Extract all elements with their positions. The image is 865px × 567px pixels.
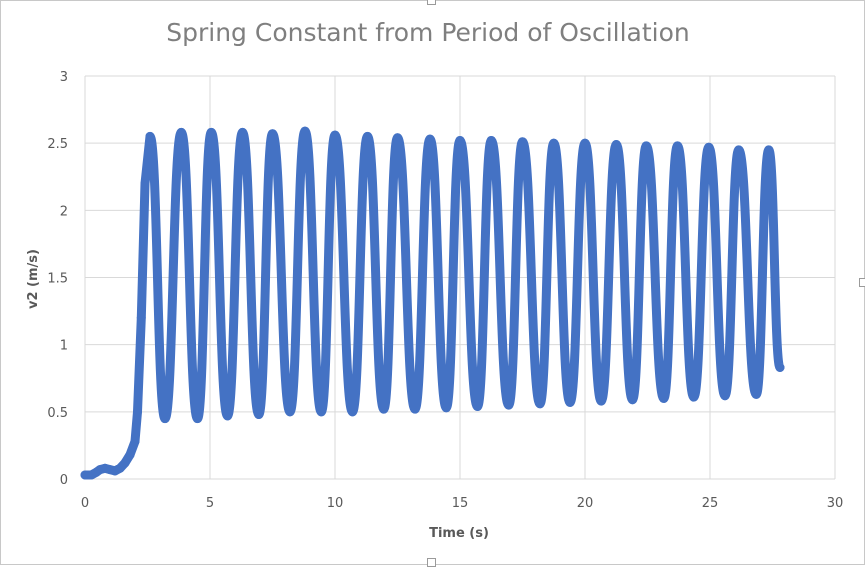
y-axis-ticks: 0 0.5 1 1.5 2 2.5 3 xyxy=(47,70,68,488)
resize-handle-top[interactable] xyxy=(427,0,436,5)
data-point xyxy=(268,129,277,139)
data-point xyxy=(673,141,682,151)
data-point xyxy=(689,392,699,402)
data-point xyxy=(145,131,155,141)
data-point xyxy=(379,404,389,414)
data-point xyxy=(136,313,146,323)
x-tick-label: 25 xyxy=(702,496,719,511)
data-point xyxy=(775,363,785,373)
data-point xyxy=(611,140,621,150)
chart-title: Spring Constant from Period of Oscillati… xyxy=(166,18,690,47)
resize-handle-right[interactable] xyxy=(859,278,865,287)
data-point xyxy=(751,389,761,399)
data-point xyxy=(486,135,496,145)
data-point xyxy=(641,141,651,151)
x-axis-ticks: 0 5 10 15 20 25 30 xyxy=(81,496,843,511)
data-point xyxy=(316,407,326,417)
data-point xyxy=(206,127,216,137)
data-point xyxy=(720,391,730,401)
data-point xyxy=(659,393,669,403)
plot-area xyxy=(80,126,785,480)
y-tick-label: 3 xyxy=(60,70,68,85)
data-point xyxy=(300,126,310,136)
y-tick-label: 1.5 xyxy=(47,272,68,287)
data-point xyxy=(455,135,465,145)
data-point xyxy=(140,178,150,188)
y-tick-label: 0 xyxy=(60,473,68,488)
data-point xyxy=(125,450,135,460)
data-point xyxy=(734,145,744,155)
x-tick-label: 20 xyxy=(577,496,594,511)
x-tick-label: 10 xyxy=(327,496,344,511)
data-point xyxy=(410,404,420,414)
data-point xyxy=(223,411,232,421)
data-point xyxy=(393,133,402,143)
y-tick-label: 0.5 xyxy=(47,406,68,421)
data-point xyxy=(565,397,575,407)
y-axis-label: v2 (m/s) xyxy=(26,249,41,309)
x-axis-label: Time (s) xyxy=(429,526,489,541)
data-point xyxy=(238,127,247,137)
data-point xyxy=(130,436,140,446)
data-point xyxy=(535,399,545,409)
x-tick-label: 5 xyxy=(206,496,214,511)
x-tick-label: 30 xyxy=(827,496,844,511)
data-point xyxy=(80,470,90,480)
data-point xyxy=(363,131,372,141)
data-point xyxy=(120,458,130,468)
data-point xyxy=(473,401,482,411)
data-point xyxy=(285,407,295,417)
data-point xyxy=(193,414,202,424)
data-point xyxy=(425,134,435,144)
data-point xyxy=(596,396,606,406)
x-tick-label: 0 xyxy=(81,496,89,511)
y-tick-label: 2 xyxy=(60,204,68,219)
data-point xyxy=(441,403,451,413)
y-tick-label: 1 xyxy=(60,339,68,354)
data-point xyxy=(504,400,514,410)
x-tick-label: 15 xyxy=(452,496,469,511)
data-point xyxy=(330,130,340,140)
data-point xyxy=(348,407,357,417)
data-point xyxy=(133,407,142,417)
data-point xyxy=(254,410,264,420)
data-point xyxy=(580,138,590,148)
data-point xyxy=(704,142,714,152)
data-point xyxy=(160,414,170,424)
data-point xyxy=(518,137,527,147)
data-point xyxy=(549,138,559,148)
series-v2-line xyxy=(80,126,785,480)
data-point xyxy=(176,127,186,137)
data-point xyxy=(628,395,637,405)
y-tick-label: 2.5 xyxy=(47,137,68,152)
data-point xyxy=(764,145,774,155)
